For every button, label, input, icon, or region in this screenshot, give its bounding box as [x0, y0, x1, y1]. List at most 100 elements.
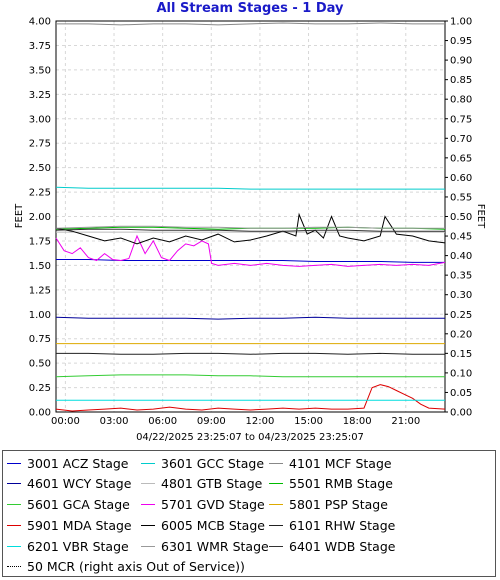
y2-tick-label: 0.25: [450, 310, 472, 321]
legend-label: 6401 WDB Stage: [289, 538, 396, 554]
y2-tick-label: 0.90: [450, 56, 472, 67]
legend-swatch: [141, 462, 155, 464]
series-line-9: [55, 384, 446, 412]
legend-swatch: [141, 545, 155, 547]
legend-label: 6005 MCB Stage: [161, 517, 265, 533]
y2-tick-label: 1.00: [450, 17, 472, 28]
y2-tick-label: 0.75: [450, 114, 472, 125]
y-tick-label: 3.75: [29, 41, 51, 52]
legend-swatch: [7, 462, 21, 464]
y2-tick-label: 0.55: [450, 192, 472, 203]
y-tick-label: 0.50: [29, 359, 51, 370]
legend-label: 6101 RHW Stage: [289, 517, 396, 533]
y-tick-label: 2.25: [29, 188, 51, 199]
y2-tick-label: 0.35: [450, 271, 472, 282]
legend-label: 4601 WCY Stage: [27, 475, 132, 491]
legend-item-mcr: 50 MCR (right axis Out of Service)): [7, 556, 245, 576]
y-tick-label: 0.25: [29, 383, 51, 394]
x-tick-label: 12:00: [245, 416, 274, 427]
x-tick-label: 03:00: [100, 416, 129, 427]
legend-item-wdb: 6401 WDB Stage: [269, 536, 395, 556]
series-line-6: [55, 374, 445, 378]
y2-axis-label: FEET: [475, 204, 486, 229]
legend-item-psp: 5801 PSP Stage: [269, 494, 388, 514]
legend-item-wmr: 6301 WMR Stage: [141, 536, 269, 556]
legend-label: 5901 MDA Stage: [27, 517, 132, 533]
legend-item-gtb: 4801 GTB Stage: [141, 473, 262, 493]
left-axis: 0.00 0.25 0.50 0.75 1.00 1.25 1.50 1.75 2.00 2.25…: [29, 17, 51, 419]
y-tick-label: 2.50: [29, 163, 51, 174]
series-line-14: [55, 228, 445, 232]
y-tick-label: 2.00: [29, 212, 51, 223]
date-range: 04/22/2025 23:25:07 to 04/23/2025 23:25:…: [136, 432, 364, 443]
legend-item-mda: 5901 MDA Stage: [7, 515, 132, 535]
series-line-7: [55, 234, 446, 267]
y-tick-label: 1.50: [29, 261, 51, 272]
legend-swatch: [269, 462, 283, 464]
legend-swatch: [269, 503, 283, 505]
legend-swatch: [7, 545, 21, 547]
y2-tick-label: 0.65: [450, 153, 472, 164]
series-line-2: [56, 22, 445, 26]
series-line-11: [56, 352, 445, 355]
legend-label: 4801 GTB Stage: [161, 475, 263, 491]
legend-item-gca: 5601 GCA Stage: [7, 494, 130, 514]
legend-item-gvd: 5701 GVD Stage: [141, 494, 265, 514]
stream-stage-chart: All Stream Stages - 1 Day 0.000.250.500.…: [14, 1, 486, 443]
y2-tick-label: 0.40: [450, 251, 472, 262]
y-tick-label: 1.75: [29, 236, 51, 247]
x-axis: 00:00 03:00 06:00 09:00 12:00 15:00 18:00 21:00: [51, 416, 420, 427]
y-tick-label: 0.00: [29, 408, 51, 419]
y2-tick-label: 0.70: [450, 134, 472, 145]
legend-swatch: [7, 503, 21, 505]
y2-tick-label: 0.95: [450, 36, 472, 47]
series-lines: [55, 22, 446, 412]
legend-swatch: [269, 545, 283, 547]
series-line-13: [55, 225, 445, 229]
y-tick-label: 0.75: [29, 334, 51, 345]
legend-swatch: [141, 524, 155, 526]
chart-title: All Stream Stages - 1 Day: [156, 1, 344, 16]
y-tick-label: 3.00: [29, 114, 51, 125]
legend-swatch: [7, 524, 21, 526]
y-tick-label: 1.25: [29, 285, 51, 296]
y2-tick-label: 0.15: [450, 349, 472, 360]
legend-item-wcy: 4601 WCY Stage: [7, 473, 131, 493]
x-tick-label: 21:00: [391, 416, 420, 427]
legend-label: 5601 GCA Stage: [27, 496, 130, 512]
y2-tick-label: 0.20: [450, 329, 472, 340]
x-tick-label: 15:00: [294, 416, 323, 427]
series-line-10: [55, 212, 446, 245]
y-tick-label: 1.00: [29, 310, 51, 321]
legend-swatch: [269, 524, 283, 526]
legend-label: 4101 MCF Stage: [289, 455, 392, 471]
legend-item-acz: 3001 ACZ Stage: [7, 453, 129, 473]
y2-tick-label: 0.60: [450, 173, 472, 184]
series-line-1: [55, 186, 445, 190]
legend-label: 50 MCR (right axis Out of Service)): [27, 558, 245, 574]
y2-tick-label: 0.30: [450, 290, 472, 301]
y2-tick-label: 0.00: [450, 408, 472, 419]
legend-swatch: [141, 482, 155, 484]
legend-label: 3001 ACZ Stage: [27, 455, 129, 471]
legend-label: 3601 GCC Stage: [161, 455, 265, 471]
legend-item-rmb: 5501 RMB Stage: [269, 473, 393, 493]
legend-swatch: [7, 482, 21, 484]
legend-swatch: [7, 565, 21, 567]
legend-label: 5701 GVD Stage: [161, 496, 265, 512]
legend-item-gcc: 3601 GCC Stage: [141, 453, 264, 473]
legend-swatch: [269, 482, 283, 484]
x-tick-label: 18:00: [343, 416, 372, 427]
y2-tick-label: 0.45: [450, 232, 472, 243]
series-line-3: [55, 316, 445, 320]
y-axis-label: FEET: [14, 203, 25, 228]
y-tick-label: 3.25: [29, 90, 51, 101]
y-tick-label: 3.50: [29, 65, 51, 76]
x-tick-label: 06:00: [148, 416, 177, 427]
legend: 3001 ACZ Stage 3601 GCC Stage 4101 MCF S…: [2, 450, 496, 577]
legend-item-mcf: 4101 MCF Stage: [269, 453, 392, 473]
legend-label: 5501 RMB Stage: [289, 475, 393, 491]
legend-item-rhw: 6101 RHW Stage: [269, 515, 395, 535]
legend-item-mcb: 6005 MCB Stage: [141, 515, 265, 535]
y2-tick-label: 0.50: [450, 212, 472, 223]
